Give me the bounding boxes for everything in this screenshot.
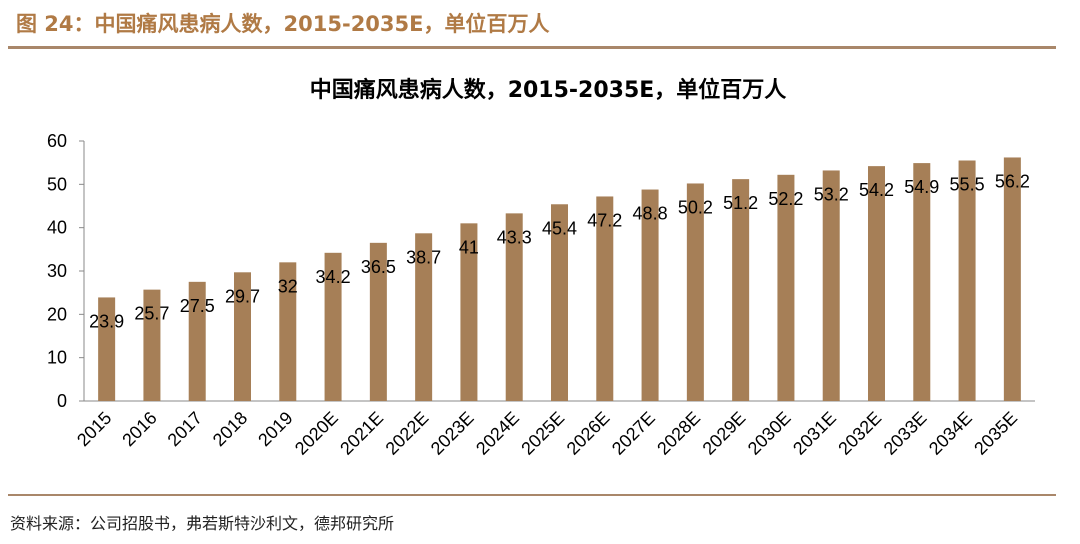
data-label: 23.9 bbox=[89, 311, 124, 331]
bar bbox=[188, 281, 206, 401]
data-label: 41 bbox=[459, 237, 479, 257]
data-label: 27.5 bbox=[180, 296, 215, 316]
x-tick-label: 2020E bbox=[291, 408, 342, 459]
bar bbox=[505, 213, 523, 401]
data-label: 50.2 bbox=[678, 197, 713, 217]
bar bbox=[868, 166, 885, 401]
bar bbox=[143, 289, 161, 401]
bar bbox=[732, 179, 750, 401]
x-tick-label: 2015 bbox=[73, 408, 115, 450]
data-label: 32 bbox=[278, 276, 298, 296]
x-tick-label: 2031E bbox=[789, 408, 840, 459]
y-tick-label: 0 bbox=[57, 391, 67, 411]
bar bbox=[958, 160, 976, 401]
x-tick-label: 2022E bbox=[382, 408, 433, 459]
x-tick-label: 2021E bbox=[336, 408, 387, 459]
figure-title: 图 24：中国痛风患病人数，2015-2035E，单位百万人 bbox=[16, 12, 550, 36]
bar bbox=[324, 252, 342, 401]
data-label: 36.5 bbox=[361, 257, 396, 277]
x-tick-label: 2032E bbox=[834, 408, 885, 459]
bottom-divider bbox=[8, 494, 1056, 496]
top-divider bbox=[8, 46, 1056, 49]
chart-title: 中国痛风患病人数，2015-2035E，单位百万人 bbox=[310, 77, 787, 103]
bar bbox=[686, 183, 704, 401]
data-label: 56.2 bbox=[995, 171, 1030, 191]
data-labels: 23.9 25.7 27.5 29.7 32 34.2 36.5 38.7 41 43.3 45.4… bbox=[89, 171, 1030, 331]
data-label: 53.2 bbox=[814, 184, 849, 204]
source-note: 资料来源：公司招股书，弗若斯特沙利文，德邦研究所 bbox=[10, 514, 395, 533]
bar-chart: 中国痛风患病人数，2015-2035E，单位百万人 23.9 25.7 27.5 29… bbox=[47, 77, 1035, 459]
data-label: 51.2 bbox=[723, 193, 758, 213]
data-label: 38.7 bbox=[406, 247, 441, 267]
x-tick-label: 2023E bbox=[427, 408, 478, 459]
bar bbox=[279, 262, 297, 401]
x-tick-label: 2024E bbox=[472, 408, 523, 459]
data-label: 54.2 bbox=[859, 180, 894, 200]
y-tick-label: 60 bbox=[47, 131, 67, 151]
x-tick-label: 2030E bbox=[744, 408, 795, 459]
x-tick-label: 2026E bbox=[563, 408, 614, 459]
bar bbox=[822, 170, 840, 401]
x-tick-label: 2029E bbox=[699, 408, 750, 459]
x-tick-label: 2027E bbox=[608, 408, 659, 459]
x-tick-label: 2018 bbox=[209, 408, 251, 450]
x-tick-label: 2016 bbox=[118, 408, 160, 450]
y-tick-label: 10 bbox=[47, 348, 67, 368]
y-tick-label: 30 bbox=[47, 261, 67, 281]
bars bbox=[98, 157, 1021, 401]
data-label: 34.2 bbox=[316, 267, 351, 287]
data-label: 45.4 bbox=[542, 218, 577, 238]
x-tick-label: 2019 bbox=[254, 408, 296, 450]
bar bbox=[234, 272, 251, 401]
x-tick-label: 2033E bbox=[880, 408, 931, 459]
bar bbox=[415, 233, 433, 401]
data-label: 54.9 bbox=[904, 177, 939, 197]
data-label: 47.2 bbox=[587, 210, 622, 230]
data-label: 29.7 bbox=[225, 286, 260, 306]
bar bbox=[641, 189, 659, 401]
y-tick-label: 40 bbox=[47, 218, 67, 238]
bar bbox=[596, 196, 614, 401]
x-tick-labels: 2015 2016 2017 2018 20192020E2021E2022E2023E… bbox=[73, 408, 1021, 459]
data-label: 25.7 bbox=[134, 304, 169, 324]
x-tick-label: 2028E bbox=[653, 408, 704, 459]
y-tick-label: 20 bbox=[47, 304, 67, 324]
y-tick-label: 50 bbox=[47, 174, 67, 194]
data-label: 43.3 bbox=[497, 227, 532, 247]
bar bbox=[98, 297, 116, 401]
x-tick-label: 2025E bbox=[517, 408, 568, 459]
bar bbox=[1003, 157, 1021, 401]
bar bbox=[460, 223, 478, 401]
bar bbox=[913, 163, 931, 401]
x-tick-label: 2034E bbox=[925, 408, 976, 459]
x-tick-label: 2035E bbox=[970, 408, 1021, 459]
y-tick-labels: 0 10 20 30 40 50 60 bbox=[47, 131, 67, 411]
data-label: 48.8 bbox=[633, 204, 668, 224]
x-tick-label: 2017 bbox=[164, 408, 206, 450]
bar bbox=[369, 242, 387, 401]
data-label: 55.5 bbox=[950, 175, 985, 195]
bar bbox=[777, 174, 795, 401]
bar bbox=[551, 204, 568, 401]
data-label: 52.2 bbox=[768, 189, 803, 209]
